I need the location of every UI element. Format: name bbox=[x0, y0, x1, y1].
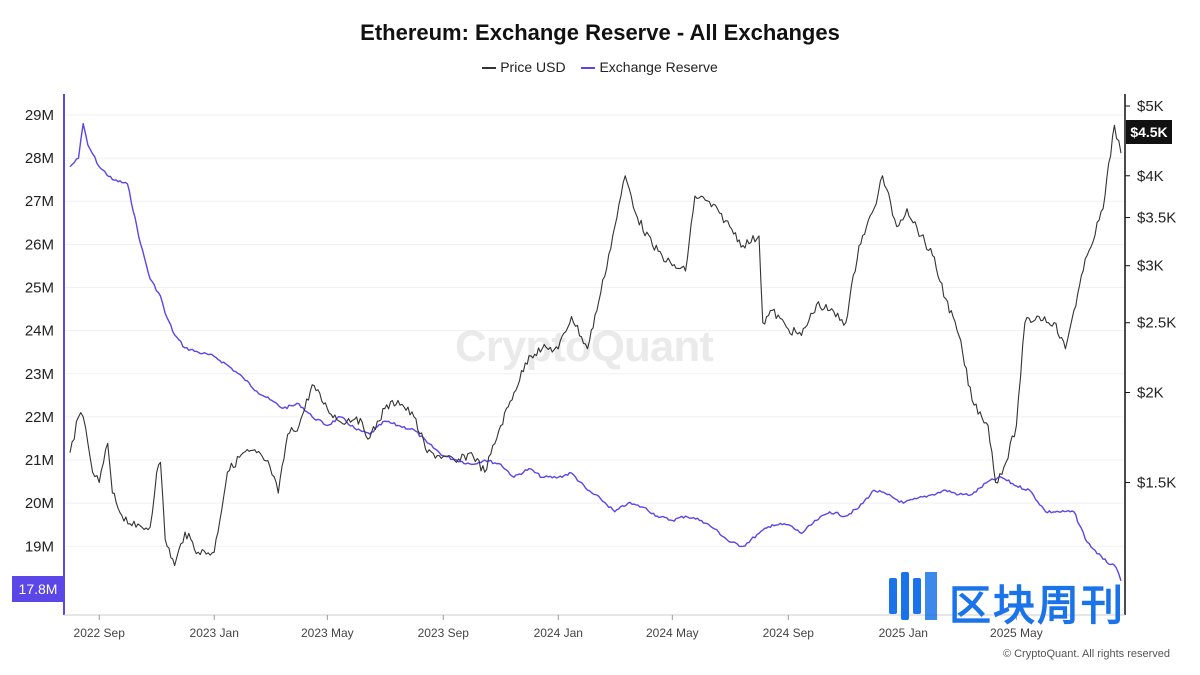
left-tick-label: 19M bbox=[25, 538, 54, 555]
left-tick-label: 20M bbox=[25, 495, 54, 512]
right-tick-label: $1.5K bbox=[1137, 474, 1176, 491]
legend-item-price[interactable]: Price USD bbox=[482, 59, 566, 75]
x-tick-label: 2024 Jan bbox=[534, 626, 583, 640]
legend-label-price: Price USD bbox=[500, 59, 566, 75]
x-tick-label: 2025 Jan bbox=[879, 626, 928, 640]
blockweekly-logo-text: 区块周刊 bbox=[949, 581, 1126, 630]
left-axis-ticks: 19M 20M 21M 22M 23M 24M 25M 26M 27M 28M 29M bbox=[25, 107, 54, 555]
price-current-badge: $4.5K bbox=[1126, 120, 1172, 144]
left-tick-label: 22M bbox=[25, 409, 54, 426]
x-tick-label: 2023 Jan bbox=[190, 626, 239, 640]
chart-title: Ethereum: Exchange Reserve - All Exchang… bbox=[360, 20, 840, 45]
legend-swatch-reserve bbox=[581, 67, 596, 70]
right-tick-label: $2.5K bbox=[1137, 315, 1176, 332]
x-tick-label: 2022 Sep bbox=[74, 626, 126, 640]
left-tick-label: 28M bbox=[25, 150, 54, 167]
gridlines bbox=[64, 114, 1125, 547]
x-tick-label: 2024 Sep bbox=[763, 626, 815, 640]
blockweekly-logo: 区块周刊 bbox=[885, 568, 1175, 630]
x-tick-label: 2023 Sep bbox=[418, 626, 470, 640]
copyright: © CryptoQuant. All rights reserved bbox=[1002, 648, 1170, 660]
reserve-current-badge: 17.8M bbox=[12, 576, 64, 602]
x-tick-label: 2023 May bbox=[301, 626, 354, 640]
left-tick-label: 26M bbox=[25, 236, 54, 253]
x-axis-ticks: 2022 Sep 2023 Jan 2023 May 2023 Sep 2024 Jan… bbox=[74, 615, 1043, 640]
left-tick-label: 21M bbox=[25, 452, 54, 469]
x-tick-label: 2025 May bbox=[990, 626, 1043, 640]
left-tick-label: 24M bbox=[25, 323, 54, 340]
blockweekly-logo-icon bbox=[889, 572, 937, 620]
series-layer bbox=[69, 122, 1122, 582]
legend-label-reserve: Exchange Reserve bbox=[599, 59, 718, 75]
right-tick-label: $2K bbox=[1137, 385, 1164, 402]
left-tick-label: 23M bbox=[25, 366, 54, 383]
left-tick-label: 29M bbox=[25, 107, 54, 124]
legend: Price USD Exchange Reserve bbox=[0, 59, 1200, 75]
watermark: CryptoQuant bbox=[455, 322, 714, 371]
legend-item-reserve[interactable]: Exchange Reserve bbox=[581, 59, 718, 75]
left-tick-label: 27M bbox=[25, 193, 54, 210]
right-axis-ticks: $1.5K $2K $2.5K $3K $3.5K $4K $5K bbox=[1125, 98, 1176, 491]
right-tick-label: $3.5K bbox=[1137, 210, 1176, 227]
left-tick-label: 25M bbox=[25, 279, 54, 296]
legend-swatch-price bbox=[482, 67, 497, 70]
x-tick-label: 2024 May bbox=[646, 626, 699, 640]
right-tick-label: $4K bbox=[1137, 168, 1164, 185]
right-tick-label: $5K bbox=[1137, 98, 1164, 115]
series-line-exchange-reserve[interactable] bbox=[69, 122, 1122, 582]
series-line-price-usd[interactable] bbox=[69, 124, 1122, 567]
right-tick-label: $3K bbox=[1137, 258, 1164, 275]
